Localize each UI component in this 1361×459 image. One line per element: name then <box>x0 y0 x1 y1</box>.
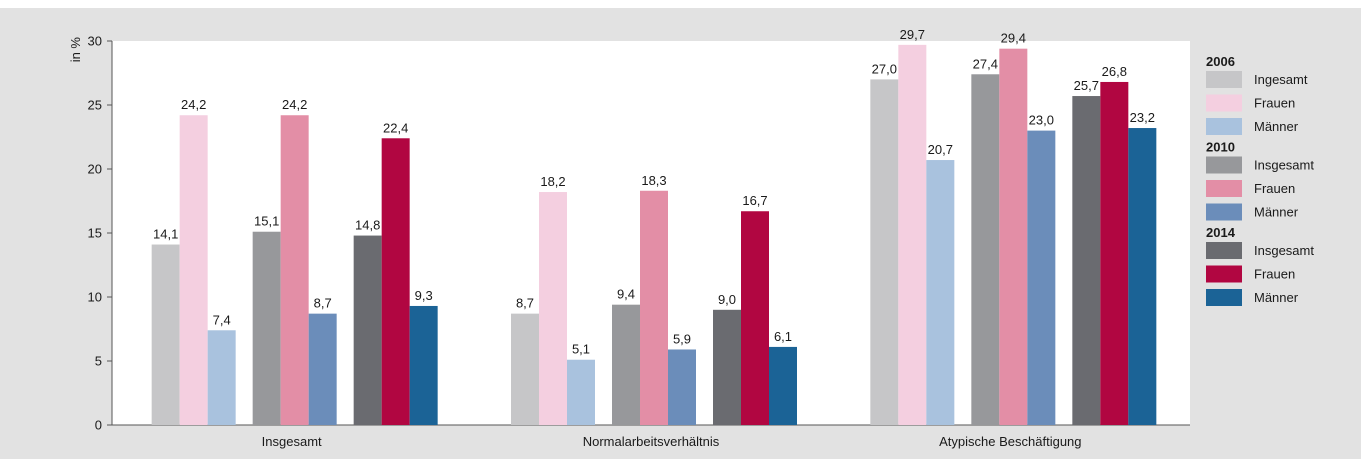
bar <box>713 309 741 425</box>
y-tick-label: 20 <box>88 162 102 177</box>
legend-label: Ingesamt <box>1254 72 1308 87</box>
data-label: 24,2 <box>282 97 307 112</box>
data-label: 14,8 <box>355 218 380 233</box>
y-tick-label: 5 <box>95 354 102 369</box>
bar <box>999 48 1028 426</box>
legend-group-title: 2006 <box>1206 54 1235 69</box>
bar <box>280 115 309 426</box>
legend-swatch <box>1206 265 1242 283</box>
data-label: 23,0 <box>1029 113 1054 128</box>
bar <box>668 349 696 425</box>
bar <box>870 79 899 426</box>
bar <box>539 192 567 425</box>
data-label: 23,2 <box>1130 110 1155 125</box>
legend-swatch <box>1206 180 1242 197</box>
data-label: 20,7 <box>928 142 953 157</box>
legend-label: Frauen <box>1254 96 1295 111</box>
y-axis-label: in % <box>68 37 83 63</box>
bars <box>151 44 1157 426</box>
data-label: 6,1 <box>774 329 792 344</box>
data-label: 27,0 <box>872 61 897 76</box>
bar <box>179 115 208 426</box>
bar <box>511 313 539 425</box>
legend-label: Männer <box>1254 290 1299 305</box>
data-label: 8,7 <box>516 296 534 311</box>
legend-swatch <box>1206 289 1242 306</box>
bar <box>252 231 281 425</box>
data-label: 22,4 <box>383 120 408 135</box>
data-label: 8,7 <box>314 296 332 311</box>
data-label: 5,9 <box>673 331 691 346</box>
data-label: 18,2 <box>540 174 565 189</box>
bar <box>926 160 955 426</box>
legend-label: Frauen <box>1254 181 1295 196</box>
legend-swatch <box>1206 156 1242 174</box>
bar <box>567 359 595 425</box>
bar <box>1128 128 1157 425</box>
bar <box>1100 81 1129 426</box>
bar <box>1027 130 1056 425</box>
y-tick-label: 0 <box>95 418 102 433</box>
legend: 2006 Ingesamt Frauen Männer 2010 Insgesamt Fra… <box>1206 54 1314 306</box>
bar <box>308 313 337 425</box>
legend-label: Männer <box>1254 119 1299 134</box>
bar <box>1072 96 1101 425</box>
category-label: Atypische Beschäftigung <box>939 434 1081 449</box>
bar <box>971 74 1000 425</box>
data-label: 25,7 <box>1074 78 1099 93</box>
data-label: 9,0 <box>718 292 736 307</box>
data-label: 27,4 <box>973 56 998 71</box>
data-label: 29,4 <box>1001 31 1026 46</box>
data-label: 24,2 <box>181 97 206 112</box>
bar <box>151 244 180 425</box>
legend-label: Insgesamt <box>1254 243 1314 258</box>
data-label: 26,8 <box>1102 64 1127 79</box>
bar <box>612 304 640 425</box>
legend-swatch <box>1206 118 1242 135</box>
y-tick-label: 15 <box>88 226 102 241</box>
bar <box>353 235 382 425</box>
y-tick-label: 10 <box>88 290 102 305</box>
data-label: 5,1 <box>572 342 590 357</box>
data-label: 9,3 <box>415 288 433 303</box>
data-label: 15,1 <box>254 214 279 229</box>
bar <box>381 138 410 425</box>
bar <box>769 346 797 425</box>
y-tick-label: 30 <box>88 34 102 49</box>
data-label: 29,7 <box>900 27 925 42</box>
y-tick-label: 25 <box>88 98 102 113</box>
legend-group-title: 2014 <box>1206 225 1236 240</box>
category-labels: Insgesamt Normalarbeitsverhältnis Atypisch… <box>262 434 1082 449</box>
data-label: 16,7 <box>742 193 767 208</box>
data-label: 7,4 <box>213 312 231 327</box>
bar <box>640 190 668 425</box>
data-label: 9,4 <box>617 287 635 302</box>
bar <box>741 211 769 425</box>
category-label: Insgesamt <box>262 434 322 449</box>
legend-label: Frauen <box>1254 267 1295 282</box>
legend-group-title: 2010 <box>1206 140 1235 155</box>
bar <box>207 330 236 425</box>
category-label: Normalarbeitsverhältnis <box>583 434 720 449</box>
legend-label: Insgesamt <box>1254 158 1314 173</box>
data-labels: 14,1 24,2 7,4 15,1 24,2 8,7 14,8 22,4 9,3 8,7 18,2… <box>153 27 1155 357</box>
bar <box>409 305 438 425</box>
legend-swatch <box>1206 203 1242 221</box>
data-label: 14,1 <box>153 227 178 242</box>
legend-swatch <box>1206 242 1242 259</box>
bar <box>898 44 927 426</box>
legend-label: Männer <box>1254 205 1299 220</box>
legend-swatch <box>1206 71 1242 88</box>
data-label: 18,3 <box>641 173 666 188</box>
legend-swatch <box>1206 94 1242 112</box>
